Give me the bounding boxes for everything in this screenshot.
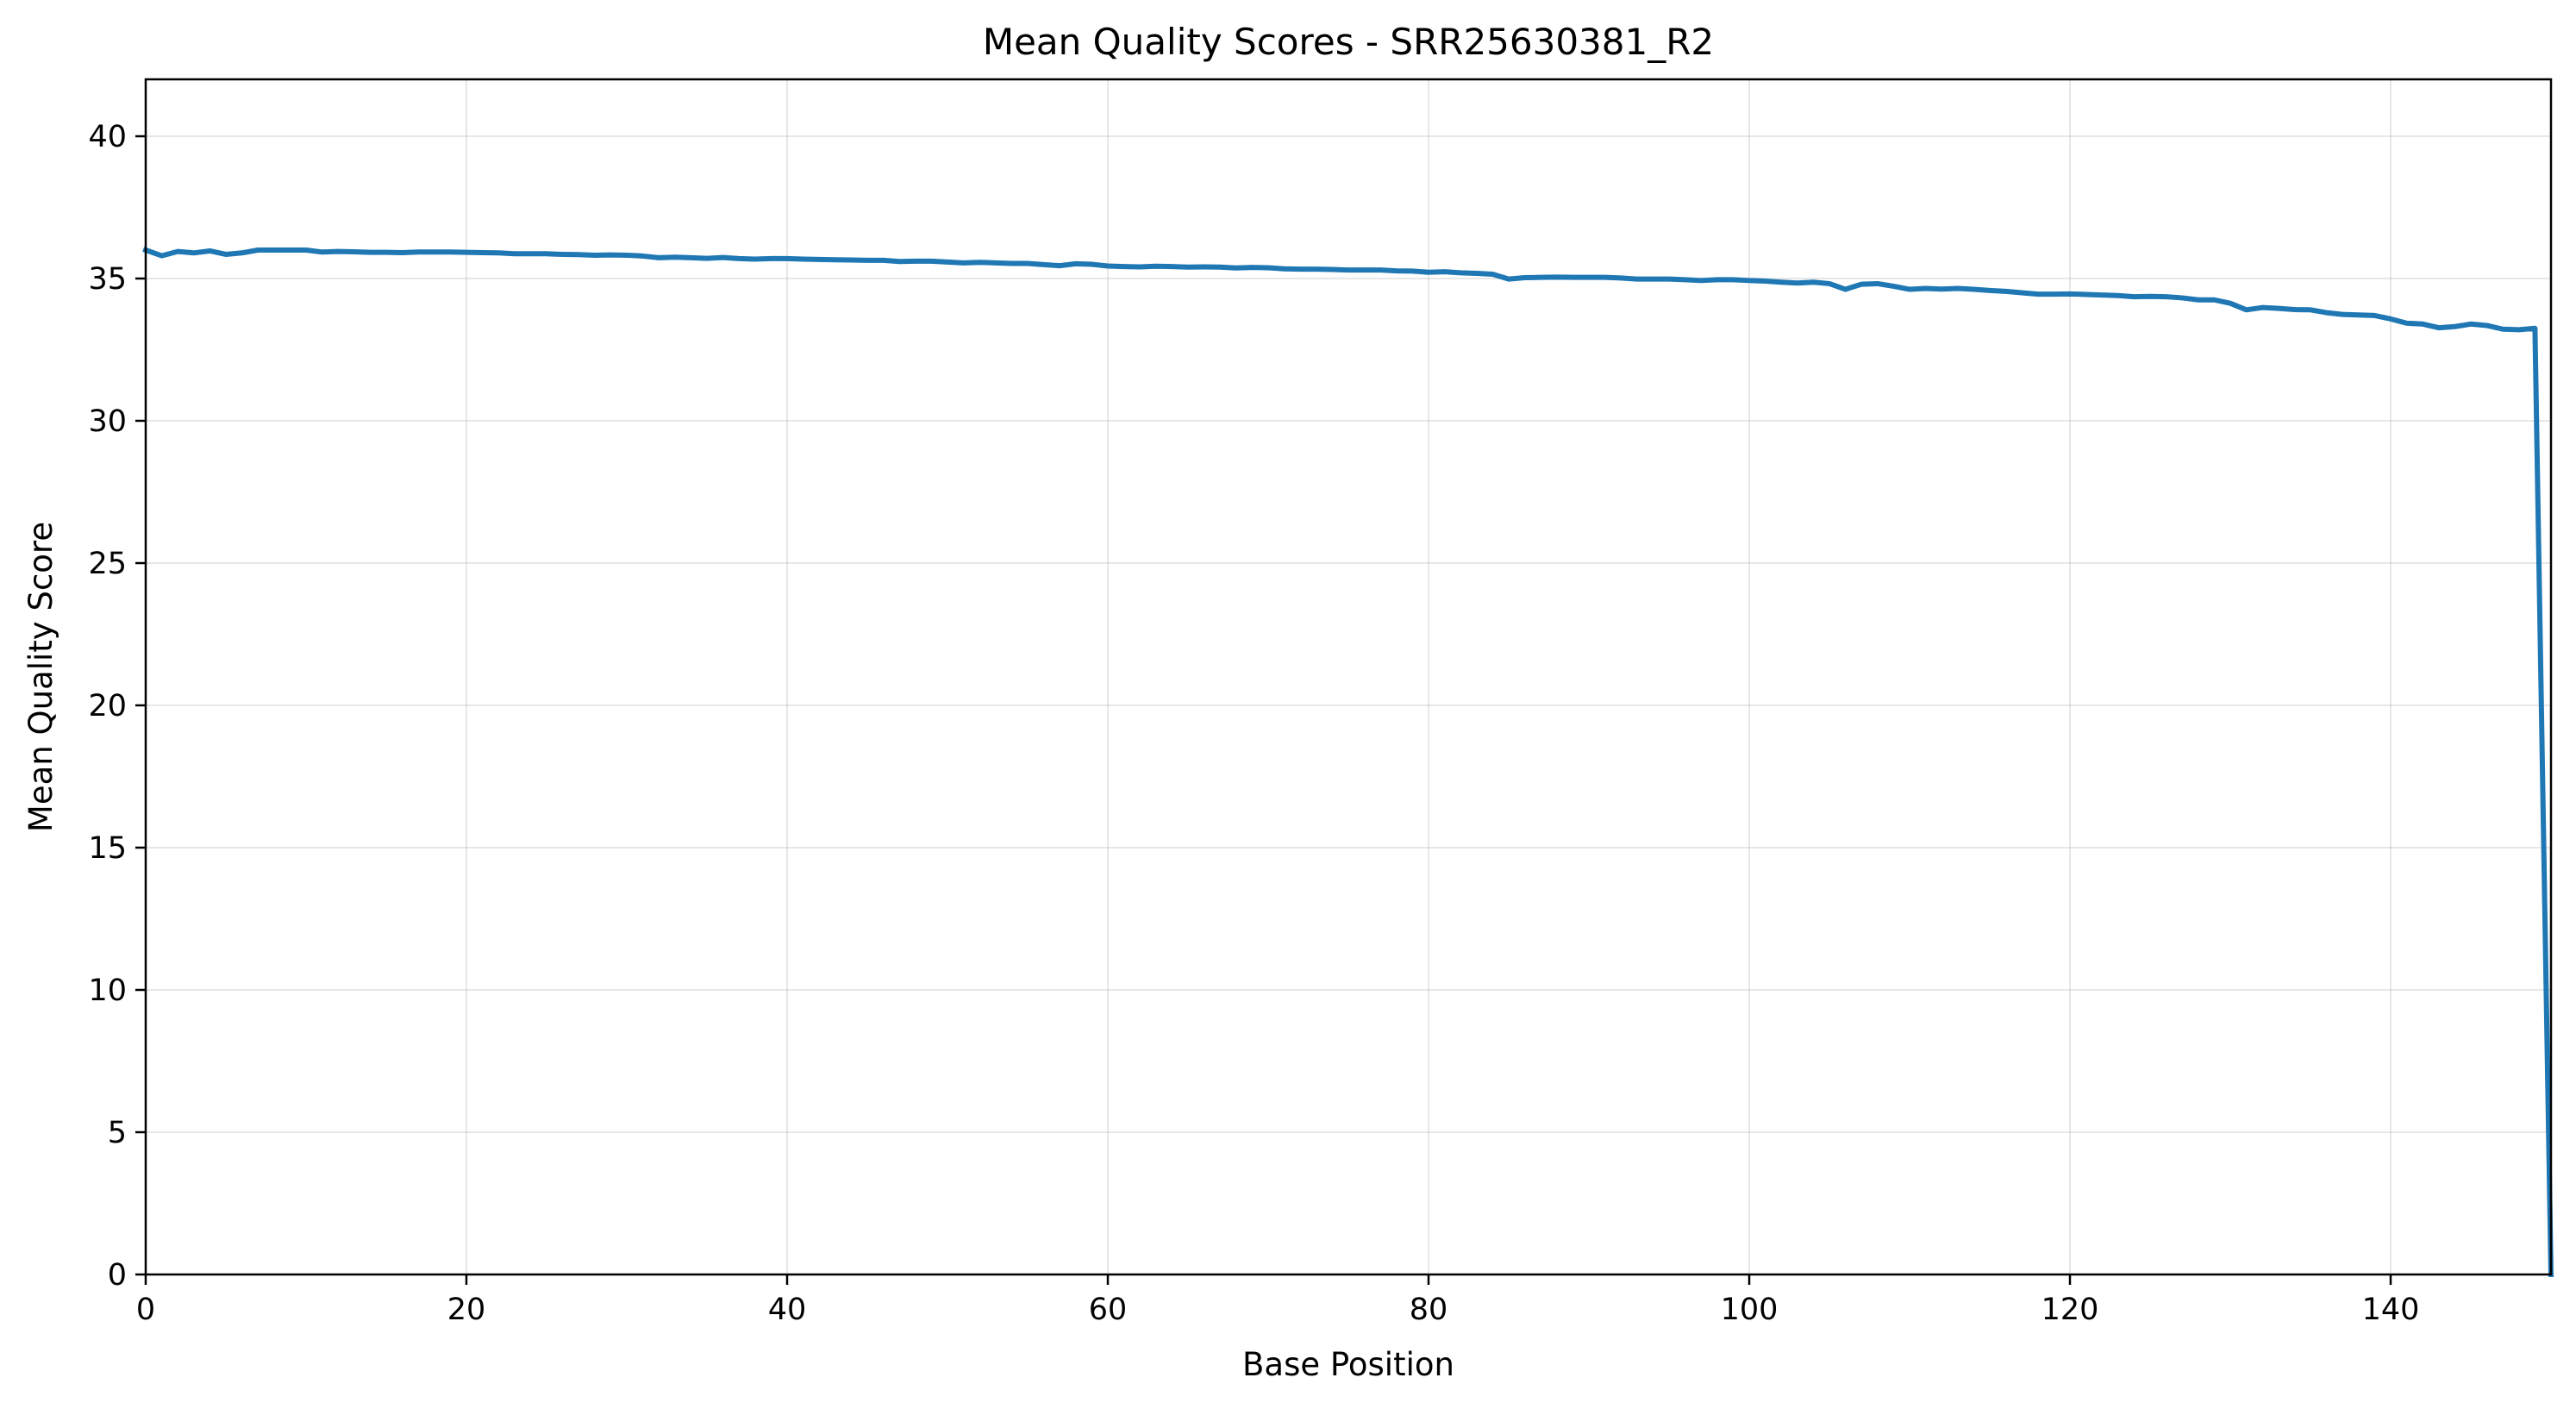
x-tick-label: 40 [768,1293,807,1327]
x-axis-label: Base Position [1242,1346,1454,1383]
plot-frame [144,78,2553,1276]
chart-title: Mean Quality Scores - SRR25630381_R2 [983,21,1714,63]
y-tick-label: 10 [88,974,127,1008]
x-tick-label: 80 [1410,1293,1448,1327]
x-tick-label: 60 [1089,1293,1128,1327]
x-tick-label: 20 [447,1293,486,1327]
x-tick-label: 100 [1721,1293,1779,1327]
x-tick-label: 120 [2041,1293,2099,1327]
mean-quality-line [142,247,2554,1278]
y-tick-label: 5 [108,1116,127,1150]
x-tick-label: 0 [136,1293,155,1327]
y-tick-label: 25 [88,547,127,581]
y-axis-ticks: 0 5 10 15 20 25 30 35 40 [88,120,146,1293]
series-line-group [142,247,2554,1278]
y-tick-label: 30 [88,404,127,439]
x-axis-ticks: 0 20 40 60 80 100 120 140 [136,1274,2420,1327]
y-tick-label: 40 [88,120,127,154]
x-tick-label: 140 [2362,1293,2420,1327]
y-tick-label: 20 [88,689,127,723]
y-tick-label: 0 [108,1258,127,1293]
y-tick-label: 35 [88,262,127,297]
y-tick-label: 15 [88,831,127,866]
y-axis-label: Mean Quality Score [22,522,59,832]
